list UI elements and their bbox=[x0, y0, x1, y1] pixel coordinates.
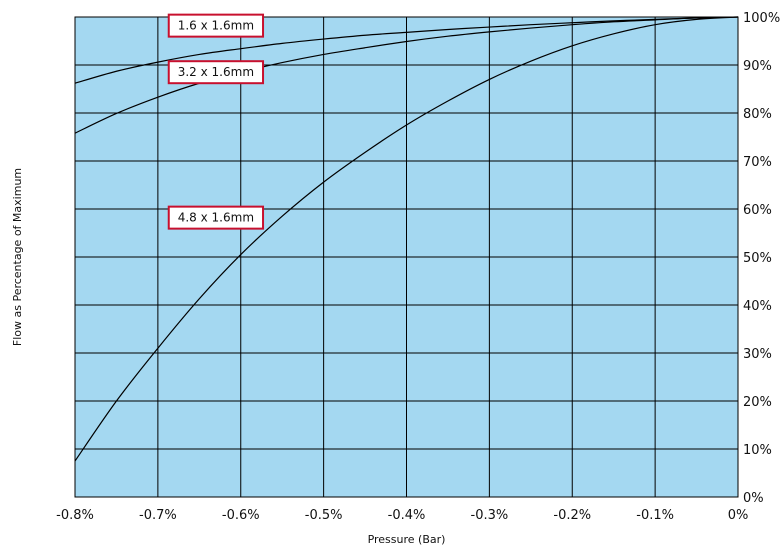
series-labels: 1.6 x 1.6mm 3.2 x 1.6mm 4.8 x 1.6mm bbox=[167, 13, 265, 230]
series-label-text: 4.8 x 1.6mm bbox=[178, 211, 254, 225]
series-label-text: 3.2 x 1.6mm bbox=[178, 65, 254, 79]
series-label-box bbox=[167, 205, 265, 230]
x-tick-label: -0.5% bbox=[305, 508, 343, 523]
grid-lines bbox=[74, 16, 739, 498]
x-tick-label: -0.6% bbox=[222, 508, 260, 523]
x-tick-label: -0.4% bbox=[388, 508, 426, 523]
series-line-2 bbox=[74, 16, 739, 134]
y-tick-label: 30% bbox=[743, 347, 772, 362]
y-tick-label: 20% bbox=[743, 395, 772, 410]
plot-border bbox=[74, 16, 739, 498]
series-label-3: 4.8 x 1.6mm bbox=[167, 205, 265, 230]
series-line-1 bbox=[74, 16, 739, 84]
series-line-3 bbox=[74, 16, 739, 462]
y-tick-label: 10% bbox=[743, 443, 772, 458]
y-tick-label: 100% bbox=[743, 11, 780, 26]
y-axis-title: Flow as Percentage of Maximum bbox=[11, 168, 24, 346]
x-tick-label: -0.1% bbox=[636, 508, 674, 523]
series-label-box bbox=[167, 13, 265, 38]
y-tick-labels: 0% 10% 20% 30% 40% 50% 60% 70% 80% 90% 100% bbox=[743, 11, 780, 506]
x-tick-label: 0% bbox=[728, 508, 749, 523]
y-tick-label: 90% bbox=[743, 59, 772, 74]
y-tick-label: 40% bbox=[743, 299, 772, 314]
series-label-1: 1.6 x 1.6mm bbox=[167, 13, 265, 38]
x-axis-title: Pressure (Bar) bbox=[368, 533, 446, 546]
x-tick-label: -0.2% bbox=[553, 508, 591, 523]
series-label-2: 3.2 x 1.6mm bbox=[167, 60, 265, 85]
curves bbox=[74, 16, 739, 462]
y-tick-label: 80% bbox=[743, 107, 772, 122]
y-tick-label: 50% bbox=[743, 251, 772, 266]
x-tick-labels: -0.8% -0.7% -0.6% -0.5% -0.4% -0.3% -0.2% -0.1%… bbox=[56, 508, 748, 523]
series-label-box bbox=[167, 60, 265, 85]
x-tick-label: -0.8% bbox=[56, 508, 94, 523]
x-tick-label: -0.7% bbox=[139, 508, 177, 523]
y-tick-label: 60% bbox=[743, 203, 772, 218]
x-tick-label: -0.3% bbox=[471, 508, 509, 523]
y-tick-label: 70% bbox=[743, 155, 772, 170]
series-label-text: 1.6 x 1.6mm bbox=[178, 19, 254, 33]
y-tick-label: 0% bbox=[743, 491, 764, 506]
